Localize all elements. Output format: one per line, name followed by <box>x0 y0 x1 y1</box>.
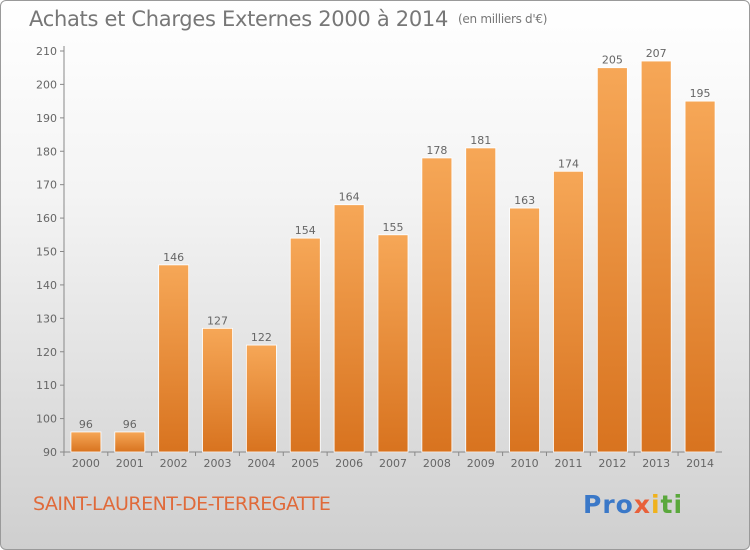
bar-2006 <box>333 204 365 453</box>
chart-axes: 90 100 110 120 130 140 150 160 170 180 190 200 210 <box>36 45 722 459</box>
data-label: 164 <box>339 191 360 204</box>
chart-title-text: Achats et Charges Externes 2000 à 2014 <box>29 7 449 31</box>
y-tick-label: 150 <box>36 246 57 259</box>
data-label: 205 <box>602 54 623 67</box>
bar-2000 <box>70 431 102 453</box>
bar-2007 <box>377 234 409 453</box>
unit-note: (en milliers d'€) <box>458 12 548 26</box>
x-tick-label: 2002 <box>160 457 188 470</box>
chart-title: Achats et Charges Externes 2000 à 2014 (e… <box>29 7 547 31</box>
x-tick-label: 2000 <box>72 457 100 470</box>
x-tick-label: 2003 <box>204 457 232 470</box>
bar-2004 <box>245 344 277 453</box>
x-tick-label: 2013 <box>642 457 670 470</box>
x-tick-label: 2005 <box>291 457 319 470</box>
x-tick-label: 2007 <box>379 457 407 470</box>
data-label: 96 <box>79 418 93 431</box>
chart-labels: 2000 96 2001 96 2002 146 2003 127 2004 122 2005 154… <box>72 47 714 470</box>
y-tick-label: 120 <box>36 346 57 359</box>
bar-2001 <box>114 431 146 453</box>
bar-2012 <box>596 67 628 453</box>
bar-2011 <box>553 170 584 453</box>
y-tick-label: 210 <box>36 45 57 58</box>
data-label: 181 <box>470 134 491 147</box>
x-tick-label: 2014 <box>686 457 714 470</box>
bar-2008 <box>421 157 453 453</box>
data-label: 154 <box>295 224 316 237</box>
commune-name: SAINT-LAURENT-DE-TERREGATTE <box>33 493 331 515</box>
x-tick-label: 2012 <box>598 457 626 470</box>
data-label: 122 <box>251 331 272 344</box>
x-tick-label: 2006 <box>335 457 363 470</box>
x-tick-label: 2008 <box>423 457 451 470</box>
data-label: 96 <box>123 418 137 431</box>
bar-2014 <box>684 100 716 453</box>
x-tick-label: 2001 <box>116 457 144 470</box>
y-tick-label: 90 <box>43 446 57 459</box>
data-label: 178 <box>426 144 447 157</box>
y-tick-label: 140 <box>36 279 57 292</box>
data-label: 174 <box>558 157 579 170</box>
logo-part-4: ti <box>660 490 684 519</box>
y-tick-label: 200 <box>36 78 57 91</box>
y-tick-label: 160 <box>36 212 57 225</box>
data-label: 207 <box>646 47 667 60</box>
y-tick-label: 180 <box>36 145 57 158</box>
x-tick-label: 2004 <box>247 457 275 470</box>
bar-2010 <box>509 207 541 453</box>
chart-bars <box>70 60 716 453</box>
bar-2002 <box>158 264 190 453</box>
bar-2005 <box>289 237 321 453</box>
x-tick-label: 2009 <box>467 457 495 470</box>
logo-part-2: x <box>633 490 651 519</box>
bar-2009 <box>465 147 497 453</box>
x-tick-label: 2011 <box>554 457 582 470</box>
bar-2013 <box>640 60 672 453</box>
data-label: 146 <box>163 251 184 264</box>
y-tick-label: 100 <box>36 413 57 426</box>
y-tick-label: 110 <box>36 379 57 392</box>
x-tick-label: 2010 <box>511 457 539 470</box>
logo-part-3: i <box>650 490 661 519</box>
logo-part-1: Pro <box>583 490 634 519</box>
bar-2003 <box>202 327 233 453</box>
data-label: 155 <box>383 221 404 234</box>
y-tick-label: 170 <box>36 179 57 192</box>
data-label: 195 <box>690 87 711 100</box>
y-tick-label: 190 <box>36 112 57 125</box>
data-label: 127 <box>207 314 228 327</box>
y-tick-label: 130 <box>36 312 57 325</box>
data-label: 163 <box>514 194 535 207</box>
proxiti-logo[interactable]: Proxiti <box>583 490 683 519</box>
